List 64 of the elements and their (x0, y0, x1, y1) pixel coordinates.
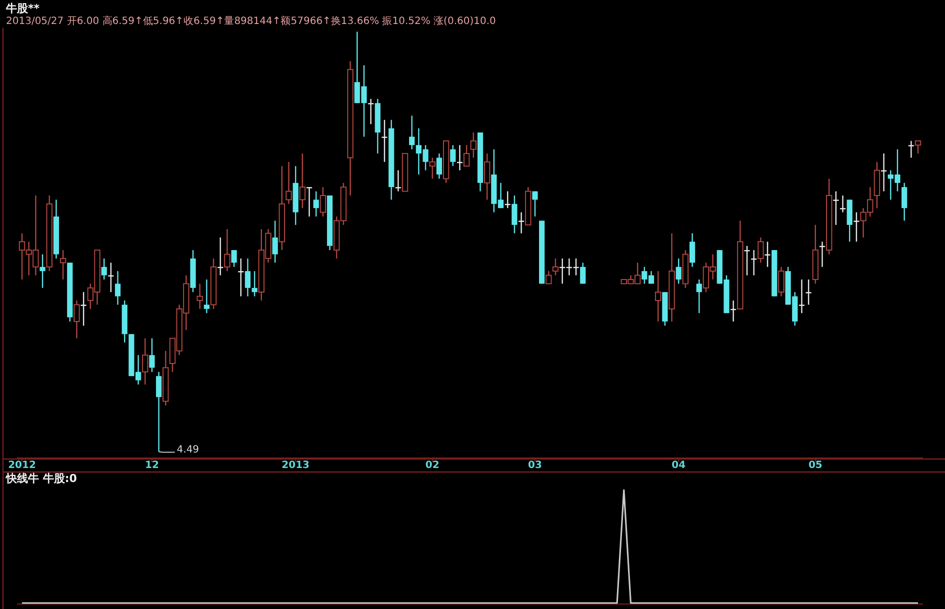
candlestick (149, 338, 155, 372)
candlestick (902, 182, 908, 222)
candlestick (470, 132, 477, 158)
candlestick (484, 152, 490, 200)
candlestick (518, 212, 524, 234)
candlestick (156, 371, 162, 452)
candlestick (758, 236, 764, 264)
candlestick (436, 152, 442, 180)
candlestick (552, 258, 559, 276)
candlestick (778, 266, 784, 297)
candlestick (80, 292, 86, 326)
candlestick (806, 278, 812, 306)
candlestick (196, 283, 203, 310)
candlestick (60, 250, 66, 280)
x-tick-label: 02 (425, 460, 440, 471)
candlestick (368, 98, 374, 125)
x-tick-label: 2013 (282, 460, 310, 471)
candlestick (313, 190, 319, 218)
candlestick (580, 262, 586, 284)
candlestick (450, 144, 456, 167)
x-tick-label: 05 (808, 460, 822, 471)
candlestick (238, 258, 244, 297)
x-tick-label: 12 (144, 460, 159, 471)
candlestick (512, 194, 518, 234)
candlestick (689, 232, 696, 268)
candlestick (224, 228, 230, 272)
candlestick (40, 254, 46, 288)
x-tick-label: 03 (528, 460, 542, 471)
chart-subtitle: 2013/05/27 开6.00 高6.59↑低5.96↑收6.59↑量898144↑额57966↑换13.66% 振10.52% 涨(0.60)10.0 (6, 15, 496, 27)
candlestick (272, 220, 278, 264)
candlestick (854, 212, 860, 242)
candlestick (833, 190, 839, 226)
candlestick (320, 186, 326, 218)
candlestick (546, 270, 552, 284)
candlestick (914, 140, 922, 154)
x-tick-label: 2012 (8, 460, 36, 471)
candlestick (676, 258, 682, 284)
candlestick (382, 119, 388, 162)
candlestick (306, 186, 312, 218)
chart-title: 快线牛 牛股:0 (5, 472, 78, 485)
candlestick (204, 278, 210, 314)
candlestick (74, 300, 80, 339)
annotation: 4.49 (176, 444, 200, 456)
candlestick (798, 278, 805, 314)
candlestick (231, 250, 237, 268)
candlestick (840, 194, 846, 213)
candlestick (395, 170, 401, 192)
candlestick (463, 144, 470, 167)
chart-title: 牛股** (5, 2, 40, 15)
candlestick (429, 157, 436, 180)
candlestick (244, 258, 251, 297)
candlestick (252, 270, 258, 297)
x-tick-label: 04 (672, 460, 686, 471)
candlestick (654, 270, 662, 322)
candlestick (114, 270, 121, 306)
candlestick (286, 161, 292, 204)
candlestick (299, 152, 306, 209)
candlestick (696, 278, 702, 314)
candlestick (908, 140, 914, 158)
candlestick (532, 190, 538, 218)
candlestick (142, 338, 148, 386)
candlestick (744, 245, 750, 276)
candlestick (101, 258, 107, 280)
candlestick (409, 115, 415, 150)
